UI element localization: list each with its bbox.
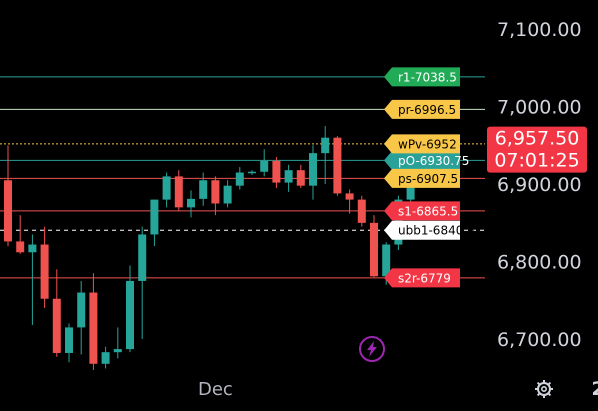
level-tag-ubb1: ubb1-6840.5 (384, 220, 475, 240)
price-tick-label: 6,700.00 (497, 329, 582, 351)
candles (4, 126, 439, 370)
level-tag-label: pO-6930.75 (398, 154, 469, 168)
candle-body (28, 244, 37, 253)
level-tag-shape (384, 134, 460, 154)
time-axis[interactable]: Dec 2026 (198, 378, 598, 400)
candle-body (16, 241, 25, 253)
current-price-label: 6,957.50 (495, 128, 580, 150)
candle-body (321, 137, 330, 154)
time-tick-label: Dec (198, 379, 233, 400)
candle-body (126, 280, 134, 350)
lightning-icon[interactable] (359, 336, 385, 362)
candle-body (382, 244, 391, 277)
level-tag-r1: r1-7038.5 (384, 67, 460, 87)
level-tag-label: s2r-6779 (398, 271, 451, 285)
candle-body (260, 160, 269, 172)
candle-body (4, 180, 12, 242)
candle-body (248, 171, 256, 174)
candle-body (272, 160, 281, 183)
price-tick-label: 6,800.00 (497, 252, 582, 274)
level-tag-shape (384, 201, 460, 221)
gear-icon[interactable] (535, 380, 553, 398)
price-tick-label: 7,100.00 (497, 19, 582, 41)
candle-body (77, 292, 86, 328)
price-tick-label: 6,900.00 (497, 174, 582, 196)
candle-body (174, 176, 183, 208)
candle-body (345, 193, 354, 200)
candle-body (89, 292, 98, 364)
candle-body (187, 198, 195, 208)
price-tick-label: 7,000.00 (497, 97, 582, 119)
level-tags: r1-7038.5 pr-6996.5 pO-6930.75 ps-6907.5 s1-… (384, 67, 475, 288)
candle-body (296, 170, 305, 186)
candle-body (199, 180, 208, 199)
candle-body (370, 222, 378, 277)
level-tag-shape (384, 220, 460, 240)
price-axis[interactable]: 7,100.00 7,000.00 6,900.00 6,800.00 6,700.00 (497, 19, 582, 351)
countdown-label: 07:01:25 (494, 150, 579, 172)
candle-body (284, 170, 293, 183)
candle-body (406, 180, 415, 200)
level-tag-shape (384, 99, 460, 119)
level-tag-pr: pr-6996.5 (384, 99, 460, 119)
candle-body (223, 185, 232, 204)
level-tag-label: s1-6865.5 (398, 204, 458, 218)
candle-body (162, 176, 171, 200)
level-tag-shape (384, 67, 460, 87)
level-tag-label: pr-6996.5 (398, 103, 456, 117)
candle-body (150, 199, 159, 235)
level-tag-shape (384, 168, 460, 188)
level-tag-label: r1-7038.5 (398, 70, 457, 84)
level-tag-label: ubb1-6840.5 (398, 224, 475, 238)
candle-body (52, 298, 61, 353)
candle-body (113, 349, 122, 353)
candle-body (333, 137, 342, 194)
level-tag-shape (384, 150, 460, 170)
time-tick-label: 2026 (592, 378, 598, 400)
level-tag-label: ps-6907.5 (398, 172, 458, 186)
level-tag-shape (384, 268, 460, 288)
level-tag-ps: ps-6907.5 (384, 168, 460, 188)
candle-body (101, 352, 110, 364)
candle-body (357, 199, 366, 223)
candle-body (138, 234, 147, 281)
level-tag-pO: pO-6930.75 (384, 150, 469, 170)
level-tag-s1: s1-6865.5 (384, 201, 460, 221)
level-tag-label: wPv-6952 (398, 137, 457, 151)
level-tag-wPv: wPv-6952 (384, 134, 460, 154)
current-price-badge (487, 126, 587, 173)
candle-body (40, 244, 49, 299)
candle-body (65, 327, 73, 353)
level-tag-s2r: s2r-6779 (384, 268, 460, 288)
candle-body (235, 172, 244, 186)
candle-body (309, 153, 317, 186)
candle-body (211, 180, 220, 204)
